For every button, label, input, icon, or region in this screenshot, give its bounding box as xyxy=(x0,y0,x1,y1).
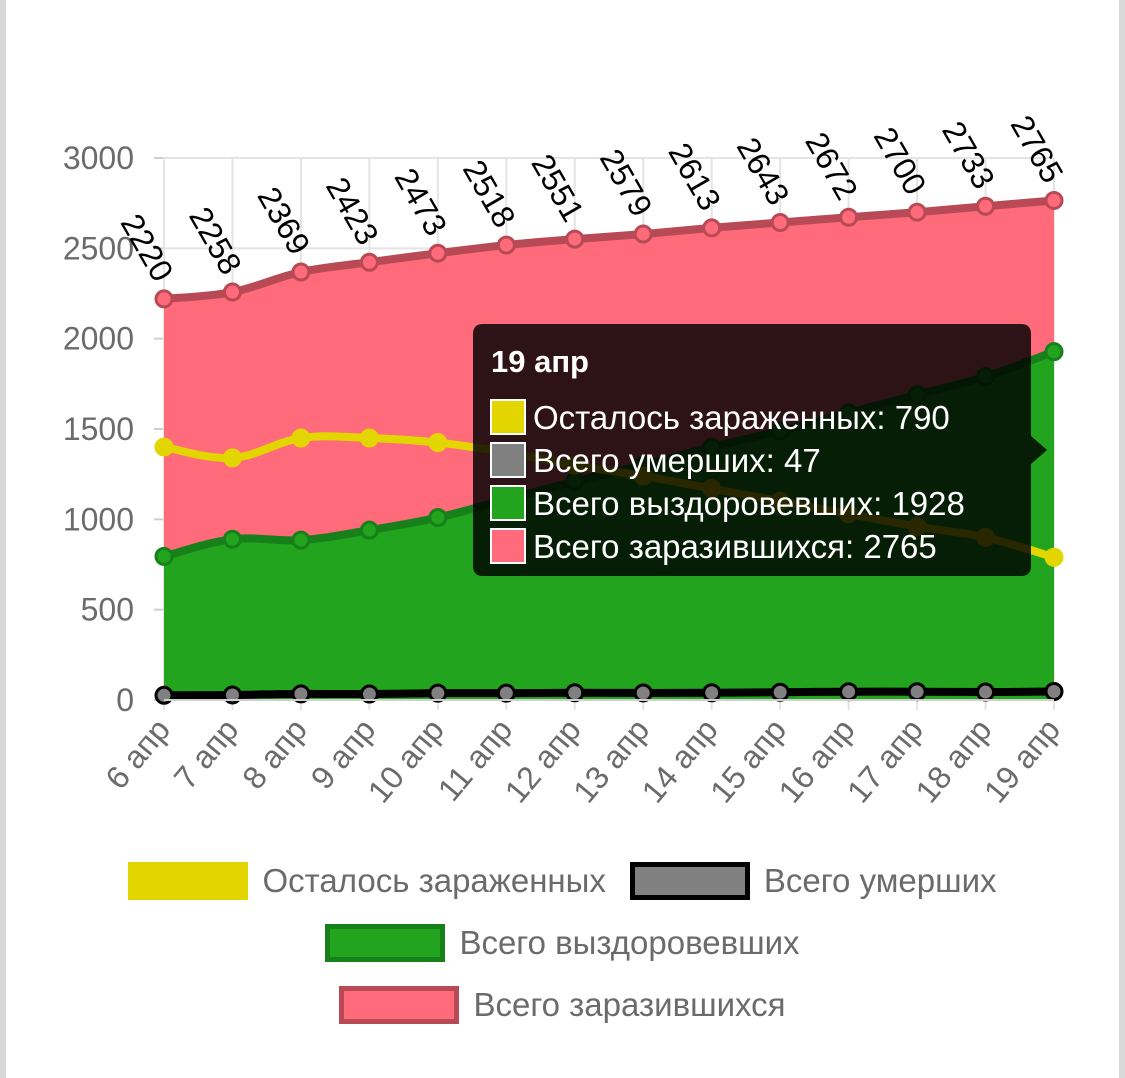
y-tick-label: 2000 xyxy=(63,321,134,357)
x-tick-label: 8 апр xyxy=(235,712,314,796)
data-point xyxy=(907,682,927,702)
data-point xyxy=(428,243,448,263)
data-point xyxy=(154,289,174,309)
tooltip-swatch xyxy=(490,485,526,521)
data-label: 2473 xyxy=(388,162,455,242)
data-label: 2551 xyxy=(524,148,591,228)
data-point xyxy=(1044,342,1064,362)
data-point xyxy=(291,428,311,448)
data-point xyxy=(222,685,242,705)
data-point xyxy=(496,235,516,255)
data-point xyxy=(291,684,311,704)
x-tick-label: 17 апр xyxy=(840,712,930,810)
data-label: 2672 xyxy=(798,126,865,206)
data-point xyxy=(633,224,653,244)
tooltip-swatch xyxy=(490,442,526,478)
data-point xyxy=(770,682,790,702)
legend-row: Всего заразившихся xyxy=(0,974,1125,1036)
x-tick-label: 19 апр xyxy=(977,712,1067,810)
x-tick-label: 7 апр xyxy=(167,712,246,796)
tooltip-box xyxy=(473,324,1047,576)
legend: Осталось зараженных Всего умерших Всего в… xyxy=(0,850,1125,1036)
data-point xyxy=(154,437,174,457)
x-tick-label: 16 апр xyxy=(771,712,861,810)
y-tick-label: 1500 xyxy=(63,411,134,447)
x-tick-label: 10 апр xyxy=(361,712,451,810)
data-label: 2613 xyxy=(661,137,728,217)
data-point xyxy=(496,683,516,703)
data-label: 2733 xyxy=(935,115,1002,195)
legend-label: Осталось зараженных xyxy=(262,862,606,899)
tooltip-title: 19 апр xyxy=(491,344,589,379)
legend-item[interactable]: Всего заразившихся xyxy=(339,986,786,1024)
legend-swatch xyxy=(339,986,460,1024)
data-point xyxy=(633,683,653,703)
data-point xyxy=(222,282,242,302)
data-point xyxy=(428,433,448,453)
x-tick-label: 6 апр xyxy=(98,712,177,796)
x-tick-label: 13 апр xyxy=(566,712,656,810)
legend-row: Осталось зараженных Всего умерших xyxy=(0,850,1125,912)
tooltip-row-text: Всего выздоровевших: 1928 xyxy=(533,485,965,522)
data-label: 2643 xyxy=(730,131,797,211)
data-point xyxy=(359,520,379,540)
data-label: 2579 xyxy=(593,143,660,223)
tooltip-swatch xyxy=(490,528,526,564)
data-label: 2423 xyxy=(319,171,386,251)
y-tick-label: 500 xyxy=(81,592,134,628)
data-point xyxy=(565,229,585,249)
data-point xyxy=(839,682,859,702)
data-point xyxy=(359,428,379,448)
data-point xyxy=(291,262,311,282)
data-point xyxy=(428,683,448,703)
data-label: 2765 xyxy=(1004,109,1071,189)
data-point xyxy=(1044,682,1064,702)
data-point xyxy=(428,508,448,528)
tooltip-row-text: Всего умерших: 47 xyxy=(533,442,821,479)
data-point xyxy=(359,252,379,272)
legend-item[interactable]: Всего выздоровевших xyxy=(325,924,800,962)
data-point xyxy=(702,218,722,238)
x-tick-label: 14 апр xyxy=(635,712,725,810)
data-point xyxy=(907,202,927,222)
legend-swatch xyxy=(325,924,446,962)
legend-item[interactable]: Всего умерших xyxy=(629,862,997,900)
data-point xyxy=(565,683,585,703)
x-tick-label: 15 апр xyxy=(703,712,793,810)
y-tick-label: 2500 xyxy=(63,230,134,266)
data-point xyxy=(222,448,242,468)
y-tick-label: 0 xyxy=(116,682,134,718)
y-tick-label: 3000 xyxy=(63,140,134,176)
data-point xyxy=(222,529,242,549)
legend-label: Всего заразившихся xyxy=(473,986,786,1023)
legend-swatch xyxy=(629,862,750,900)
data-point xyxy=(291,530,311,550)
data-point xyxy=(359,684,379,704)
data-label: 2258 xyxy=(182,201,249,281)
tooltip-swatch xyxy=(490,399,526,435)
tooltip-row-text: Осталось зараженных: 790 xyxy=(533,399,950,436)
data-point xyxy=(770,212,790,232)
legend-row: Всего выздоровевших xyxy=(0,912,1125,974)
data-point xyxy=(1044,547,1064,567)
data-point xyxy=(839,207,859,227)
data-point xyxy=(976,196,996,216)
tooltip-row-text: Всего заразившихся: 2765 xyxy=(533,528,937,565)
data-point xyxy=(976,682,996,702)
data-point xyxy=(702,683,722,703)
data-label: 2518 xyxy=(456,154,523,234)
x-tick-label: 18 апр xyxy=(908,712,998,810)
y-tick-label: 1000 xyxy=(63,501,134,537)
legend-item[interactable]: Осталось зараженных xyxy=(128,862,606,900)
data-label: 2700 xyxy=(867,121,934,201)
data-point xyxy=(1044,190,1064,210)
data-point xyxy=(154,546,174,566)
legend-label: Всего выздоровевших xyxy=(459,924,800,961)
x-tick-label: 12 апр xyxy=(498,712,588,810)
legend-label: Всего умерших xyxy=(763,862,997,899)
legend-swatch xyxy=(128,862,249,900)
